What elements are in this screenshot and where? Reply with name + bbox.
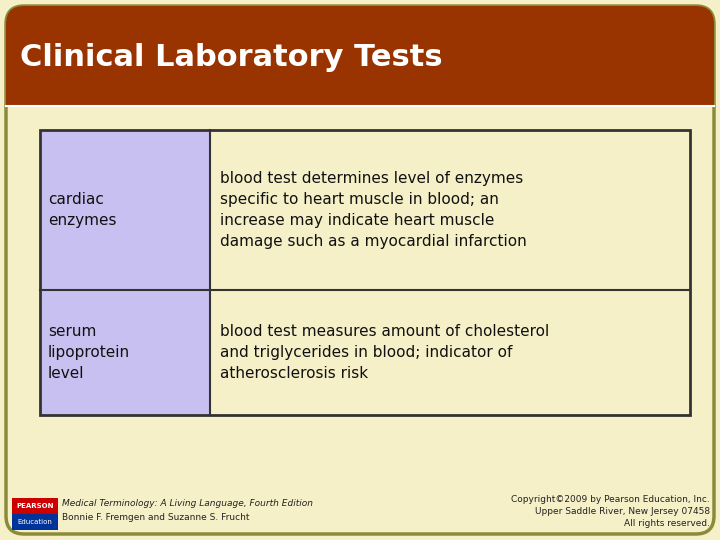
Bar bbox=[40, 130, 690, 415]
Text: Copyright©2009 by Pearson Education, Inc.: Copyright©2009 by Pearson Education, Inc… bbox=[511, 496, 710, 504]
Text: blood test determines level of enzymes
specific to heart muscle in blood; an
inc: blood test determines level of enzymes s… bbox=[220, 171, 527, 249]
Text: blood test measures amount of cholesterol
and triglycerides in blood; indicator : blood test measures amount of cholestero… bbox=[220, 324, 549, 381]
Bar bbox=[6, 86, 714, 106]
FancyBboxPatch shape bbox=[6, 6, 714, 534]
Bar bbox=[12, 514, 58, 530]
Text: Medical Terminology: A Living Language, Fourth Edition: Medical Terminology: A Living Language, … bbox=[62, 500, 313, 509]
Text: cardiac
enzymes: cardiac enzymes bbox=[48, 192, 117, 228]
Bar bbox=[40, 290, 210, 415]
Text: serum
lipoprotein
level: serum lipoprotein level bbox=[48, 324, 130, 381]
Bar bbox=[210, 130, 690, 290]
Text: Bonnie F. Fremgen and Suzanne S. Frucht: Bonnie F. Fremgen and Suzanne S. Frucht bbox=[62, 514, 250, 523]
Text: Upper Saddle River, New Jersey 07458: Upper Saddle River, New Jersey 07458 bbox=[535, 508, 710, 516]
Bar bbox=[210, 290, 690, 415]
Text: Clinical Laboratory Tests: Clinical Laboratory Tests bbox=[20, 44, 443, 72]
Text: All rights reserved.: All rights reserved. bbox=[624, 519, 710, 529]
Bar bbox=[12, 498, 58, 514]
Text: Education: Education bbox=[17, 519, 53, 525]
Bar bbox=[40, 130, 210, 290]
FancyBboxPatch shape bbox=[6, 6, 714, 106]
Text: PEARSON: PEARSON bbox=[17, 503, 54, 509]
